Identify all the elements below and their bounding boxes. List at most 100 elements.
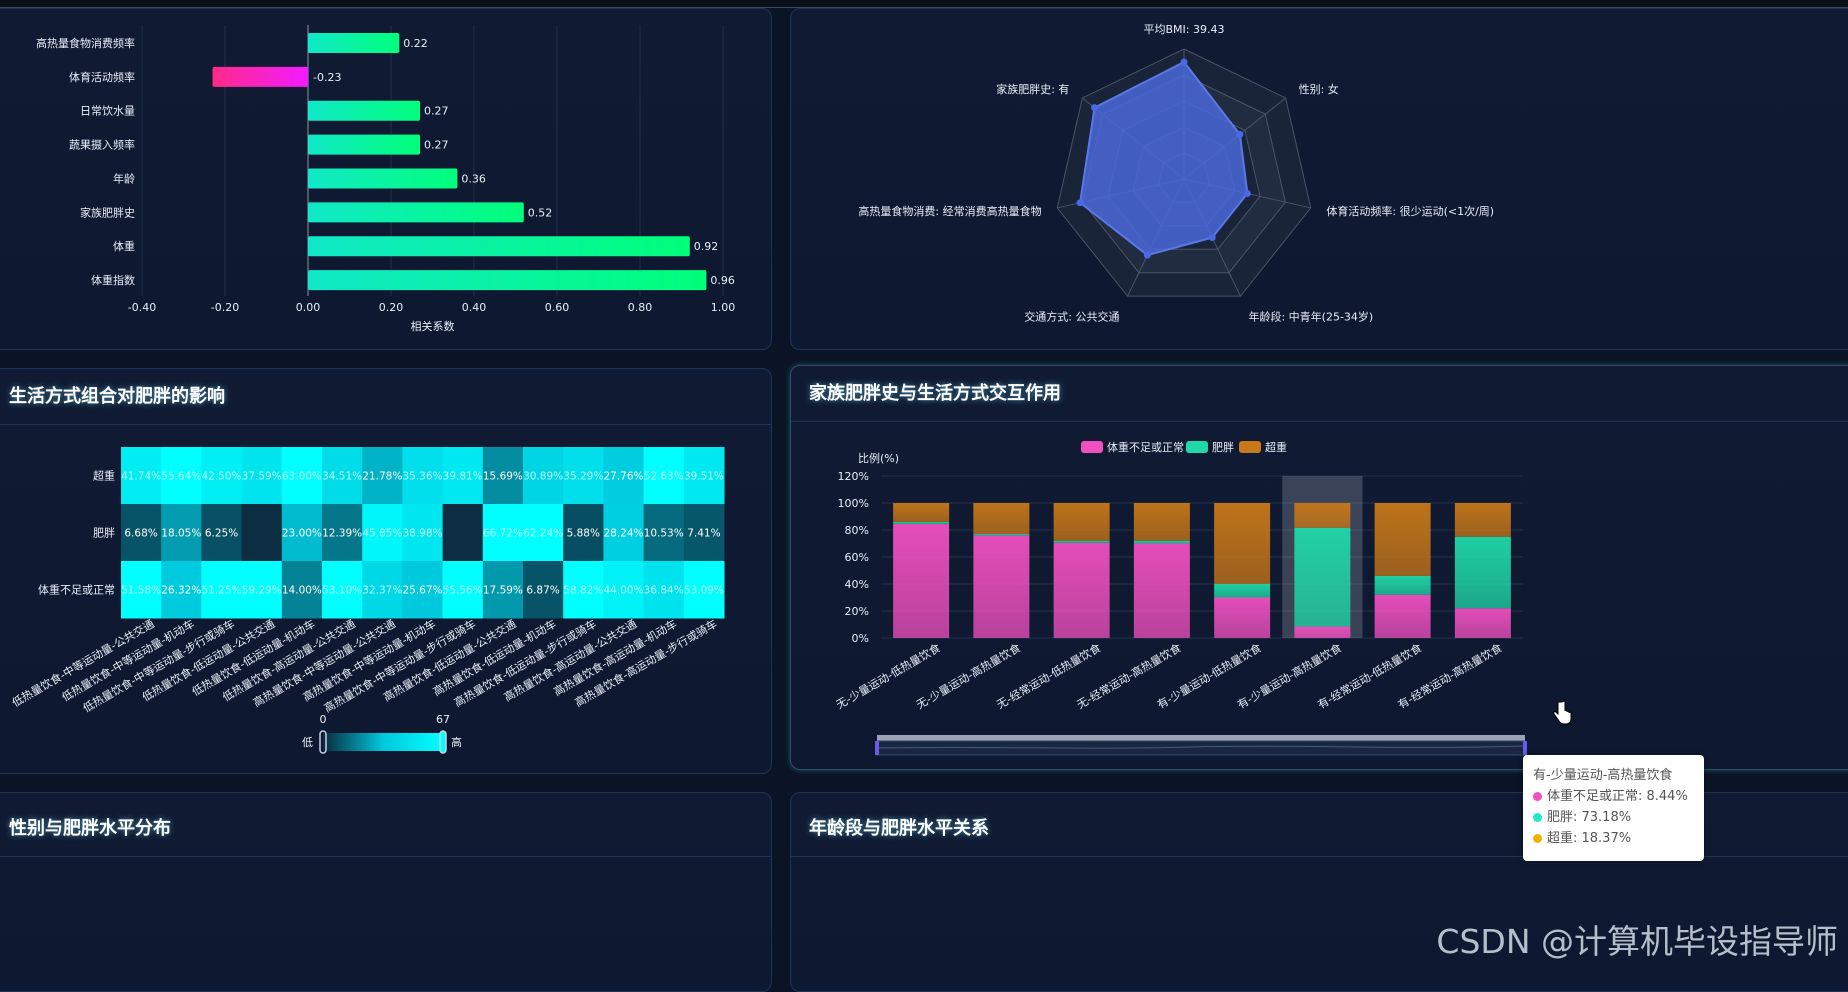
stacked-bar-segment [973,503,1030,535]
stacked-bar-segment [973,534,1030,536]
heatmap-cell [281,447,323,505]
value-label: 0.52 [528,206,553,219]
legend-dot-icon [1533,813,1542,822]
age-title: 年龄段与肥胖水平关系 [791,801,1848,857]
cell-label: 55.64% [161,471,201,483]
heatmap-cell [643,504,685,562]
heatmap-cell [563,561,604,619]
heatmap-cell [442,504,484,562]
cell-label: 38.98% [402,528,442,540]
cell-label: 51.58% [121,585,161,597]
heatmap-cell [281,561,323,619]
row-label: 超重 [93,469,115,483]
y-tick-label: 0% [852,632,869,645]
cell-label: 12.39% [322,528,362,540]
cell-label: 10.53% [644,528,684,540]
heatmap-cell [121,561,162,619]
y-tick-label: 60% [845,551,869,564]
legend-label: 超重 [1265,440,1287,454]
stacked-bar-segment [893,503,950,522]
cell-label: 6.25% [205,528,238,540]
stacked-bar-segment [1374,575,1431,595]
cell-label: 17.59% [483,585,523,597]
bar [308,202,524,223]
indicator-label: 高热量食物消费: 经常消费高热量食物 [858,204,1041,218]
cell-label: 41.74% [121,471,161,483]
cell-label: 15.69% [483,471,523,483]
indicator-label: 性别: 女 [1299,82,1339,96]
heatmap-chart: 超重 41.74% 55.64% 42.50% 37.59% 63.00% 34.51% 21… [9,447,725,754]
heatmap-cell [603,504,645,562]
legend-dot-icon [1533,792,1542,801]
datazoom-handle-bar [877,735,1525,741]
heatmap-cell [201,504,243,562]
indicator-label: 家族肥胖史: 有 [996,82,1069,96]
heatmap-panel: 生活方式组合对肥胖的影响 超重 41.74% 55.64% 42.50% 37.59% 6… [0,368,772,774]
heatmap-cell [482,504,524,562]
heatmap-cell [482,561,524,619]
datazoom-right-handle [1523,741,1527,755]
cell-label: 30.89% [523,471,563,483]
bar [308,134,421,155]
indicator-label: 体育活动频率: 很少运动(<1次/周) [1326,204,1494,218]
x-tick-label: 0.60 [545,301,570,314]
y-tick-label: 100% [838,497,869,510]
cell-label: 34.51% [322,471,362,483]
tooltip-row: 体重不足或正常: 8.44% [1533,786,1694,807]
radar-panel: 平均BMI: 39.43 性别: 女体育活动频率: 很少运动(<1次/周) 年龄段:… [790,8,1848,350]
visual-map-max: 67 [436,713,450,726]
cell-label: 7.41% [687,528,720,540]
cell-label: 63.00% [282,471,322,483]
indicator-label: 交通方式: 公共交通 [1024,310,1119,324]
y-axis-title: 比例(%) [858,451,899,465]
stacked-bar-segment [1454,536,1511,609]
cell-label: 35.36% [402,471,442,483]
heatmap-cell [322,561,363,619]
value-label: 0.27 [424,105,449,118]
radar-point [1236,130,1244,138]
radar-point [1143,251,1151,259]
cell-label: 62.24% [523,528,563,540]
cell-label: 39.51% [684,471,724,483]
cell-label: 51.25% [201,585,241,597]
value-label: 0.96 [710,274,735,287]
legend-swatch [1239,441,1261,453]
heatmap-cell [281,504,323,562]
bar [308,236,690,257]
cell-label: 32.37% [362,585,402,597]
stacked-bar-segment [1294,503,1351,528]
cell-label: 36.84% [644,585,684,597]
value-label: 0.22 [403,37,428,50]
cell-label: 35.29% [563,471,603,483]
stacked-bar-segment [1294,527,1351,627]
visual-map-handle [319,730,327,754]
stacked-bar-segment [1214,584,1271,598]
heatmap-cell [121,447,162,505]
stacked-bar-segment [1214,503,1271,584]
heatmap-cell [523,504,564,562]
chart-tooltip: 有-少量运动-高热量饮食 体重不足或正常: 8.44% 肥胖: 73.18% 超… [1523,755,1704,861]
visual-map-min: 0 [320,713,327,726]
heatmap-cell [362,561,403,619]
stacked-bar-segment [973,535,1030,638]
visual-map-low: 低 [302,736,313,749]
value-label: 0.36 [461,172,486,185]
stacked-bar-segment [1374,503,1431,576]
stacked-bar-segment [1133,540,1190,544]
heatmap-cell [563,447,604,505]
stacked-bar-segment [1374,594,1431,638]
stacked-bar-segment [1053,503,1110,541]
heatmap-cell [161,504,202,562]
heatmap-cell [643,447,685,505]
heatmap-cell [603,447,645,505]
x-axis-title: 相关系数 [411,319,455,333]
y-tick-label: 80% [845,524,869,537]
category-label: 年龄 [113,171,135,185]
heatmap-cell [683,447,725,505]
radar-point [1208,234,1216,242]
cell-label: 28.24% [603,528,643,540]
heatmap-cell [241,561,283,619]
gender-title: 性别与肥胖水平分布 [0,801,771,857]
heatmap-cell [683,504,725,562]
